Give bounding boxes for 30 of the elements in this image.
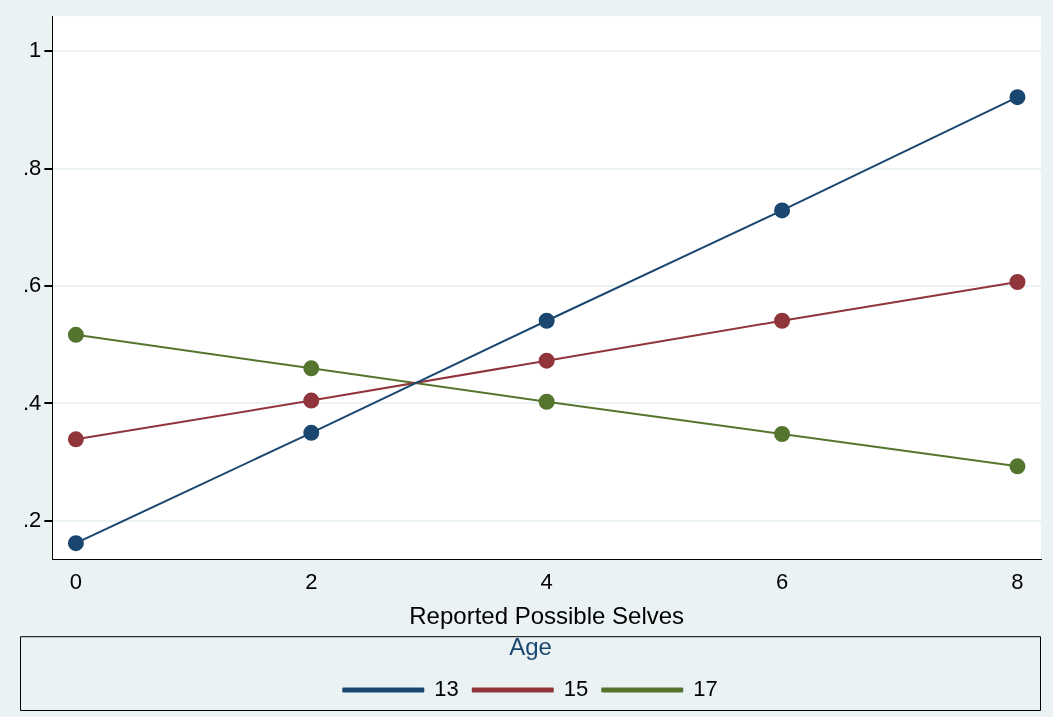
point xyxy=(538,393,555,410)
legend-label: 13 xyxy=(434,676,459,702)
point xyxy=(1009,89,1026,106)
point xyxy=(1009,274,1026,291)
point xyxy=(303,392,320,409)
x-tick-label: 2 xyxy=(305,569,318,595)
x-tick-label: 6 xyxy=(775,569,789,595)
point xyxy=(67,535,84,552)
y-tick-label: 1 xyxy=(29,37,42,63)
point xyxy=(67,326,84,343)
x-axis-title: Reported Possible Selves xyxy=(409,602,685,630)
point xyxy=(538,312,555,329)
point xyxy=(774,202,791,219)
point xyxy=(67,431,84,448)
point xyxy=(1009,458,1026,475)
point xyxy=(303,424,320,441)
y-tick-label: .4 xyxy=(22,389,42,415)
legend-label: 17 xyxy=(693,676,718,702)
x-tick-label: 4 xyxy=(540,569,553,595)
y-tick-label: .6 xyxy=(22,272,42,298)
legend-title: Age xyxy=(509,632,552,660)
x-tick-label: 8 xyxy=(1011,569,1024,595)
x-tick-label: 0 xyxy=(69,569,83,595)
point xyxy=(303,360,320,377)
legend-label: 15 xyxy=(563,676,589,702)
point xyxy=(774,426,791,443)
y-tick-label: .2 xyxy=(22,506,42,532)
point xyxy=(774,312,791,329)
y-tick-label: .8 xyxy=(22,154,42,180)
point xyxy=(538,352,555,369)
